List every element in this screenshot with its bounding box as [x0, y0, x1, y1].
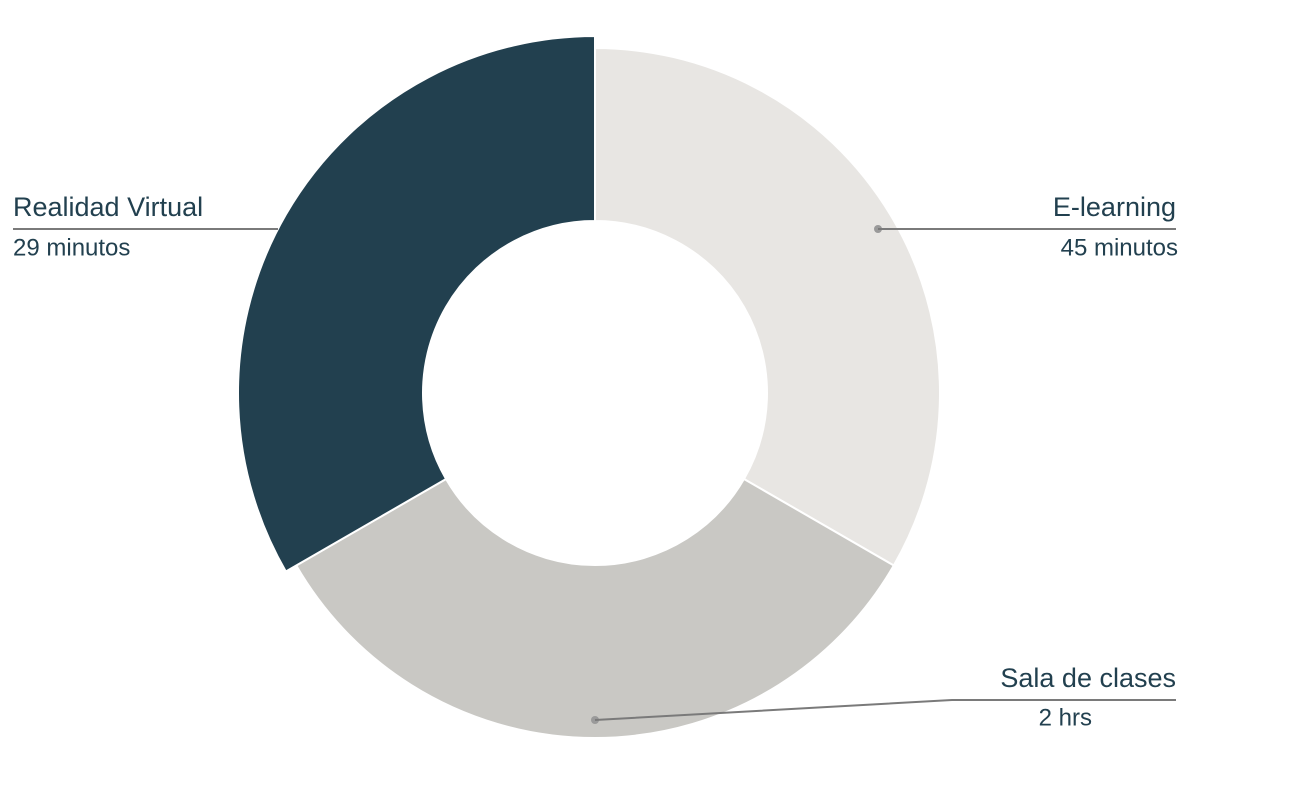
leaders: [13, 225, 1176, 724]
donut-slice: [594, 46, 941, 567]
donut: [237, 34, 941, 739]
leader-line: [594, 699, 1176, 721]
slice-annotation: 29 minutos: [13, 234, 130, 261]
donut-slice: [237, 34, 596, 573]
donut-slice: [294, 477, 896, 739]
slice-annotation: 2 hrs: [1039, 704, 1092, 731]
slice-label: E-learning: [1053, 192, 1176, 222]
slice-label: Realidad Virtual: [13, 192, 203, 222]
slice-label: Sala de clases: [1000, 663, 1176, 693]
slice-annotation: 45 minutos: [1061, 234, 1178, 261]
